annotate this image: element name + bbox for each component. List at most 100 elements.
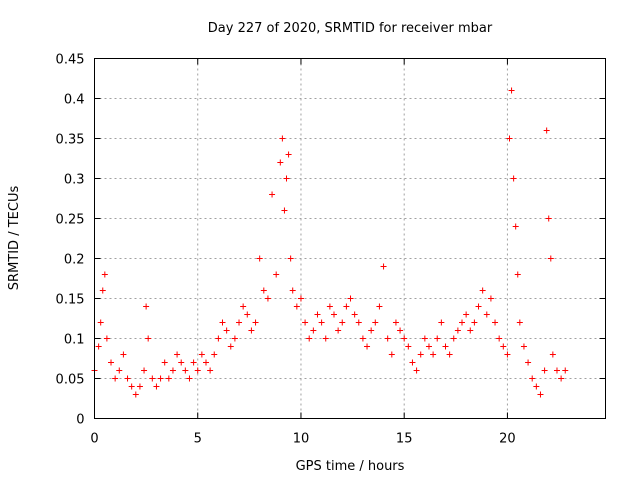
data-point-marker bbox=[355, 319, 362, 326]
data-point-marker bbox=[149, 375, 156, 382]
y-tick-label: 0.35 bbox=[56, 133, 85, 148]
data-point-marker bbox=[306, 335, 313, 342]
data-point-marker bbox=[273, 271, 280, 278]
data-point-marker bbox=[223, 327, 230, 334]
x-tick-label: 5 bbox=[194, 432, 202, 447]
data-point-marker bbox=[376, 303, 383, 310]
data-point-marker bbox=[95, 343, 102, 350]
data-point-marker bbox=[467, 327, 474, 334]
data-point-marker bbox=[182, 367, 189, 374]
data-point-marker bbox=[392, 319, 399, 326]
data-point-marker bbox=[492, 319, 499, 326]
data-point-marker bbox=[169, 367, 176, 374]
data-point-marker bbox=[240, 303, 247, 310]
data-point-marker bbox=[359, 335, 366, 342]
tick-labels: 0 5 10 15 20 0 0.05 0.1 0.15 0.2 0.25 0.3 0.35 0.4 0.4… bbox=[56, 53, 516, 447]
data-point-marker bbox=[293, 303, 300, 310]
data-point-marker bbox=[450, 335, 457, 342]
data-point-marker bbox=[120, 351, 127, 358]
data-point-marker bbox=[442, 343, 449, 350]
data-point-marker bbox=[202, 359, 209, 366]
data-point-marker bbox=[103, 335, 110, 342]
data-point-marker bbox=[372, 319, 379, 326]
data-point-marker bbox=[512, 223, 519, 230]
axis-ticks bbox=[94, 58, 606, 419]
data-point-marker bbox=[380, 263, 387, 270]
data-point-marker bbox=[211, 351, 218, 358]
data-point-marker bbox=[145, 335, 152, 342]
data-point-marker bbox=[141, 367, 148, 374]
data-point-marker bbox=[231, 335, 238, 342]
data-point-marker bbox=[525, 359, 532, 366]
data-point-marker bbox=[508, 87, 515, 94]
y-tick-label: 0 bbox=[76, 413, 84, 428]
data-point-marker bbox=[347, 295, 354, 302]
data-point-marker bbox=[438, 319, 445, 326]
data-point-marker bbox=[318, 319, 325, 326]
data-point-marker bbox=[161, 359, 168, 366]
data-point-marker bbox=[153, 383, 160, 390]
data-point-marker bbox=[401, 335, 408, 342]
data-point-marker bbox=[351, 311, 358, 318]
data-point-marker bbox=[510, 175, 517, 182]
data-point-marker bbox=[101, 271, 108, 278]
x-tick-label: 20 bbox=[499, 432, 516, 447]
data-point-marker bbox=[500, 343, 507, 350]
data-point-marker bbox=[533, 383, 540, 390]
data-point-marker bbox=[264, 295, 271, 302]
y-tick-label: 0.3 bbox=[64, 173, 85, 188]
data-point-marker bbox=[227, 343, 234, 350]
data-point-marker bbox=[487, 295, 494, 302]
data-point-marker bbox=[252, 319, 259, 326]
data-point-marker bbox=[479, 287, 486, 294]
data-point-marker bbox=[283, 175, 290, 182]
data-point-marker bbox=[335, 327, 342, 334]
x-tick-label: 15 bbox=[396, 432, 413, 447]
data-point-marker bbox=[281, 207, 288, 214]
data-point-marker bbox=[112, 375, 119, 382]
data-point-marker bbox=[343, 303, 350, 310]
data-points bbox=[91, 87, 569, 398]
data-point-marker bbox=[322, 335, 329, 342]
data-point-marker bbox=[529, 375, 536, 382]
data-point-marker bbox=[194, 367, 201, 374]
data-point-marker bbox=[116, 367, 123, 374]
data-point-marker bbox=[297, 295, 304, 302]
data-point-marker bbox=[285, 151, 292, 158]
data-point-marker bbox=[310, 327, 317, 334]
data-point-marker bbox=[364, 343, 371, 350]
data-point-marker bbox=[124, 375, 131, 382]
data-point-marker bbox=[454, 327, 461, 334]
data-point-marker bbox=[287, 255, 294, 262]
y-tick-label: 0.15 bbox=[56, 293, 85, 308]
data-point-marker bbox=[219, 319, 226, 326]
data-point-marker bbox=[446, 351, 453, 358]
data-point-marker bbox=[368, 327, 375, 334]
data-point-marker bbox=[190, 359, 197, 366]
data-point-marker bbox=[405, 343, 412, 350]
x-tick-label: 10 bbox=[293, 432, 310, 447]
data-point-marker bbox=[136, 383, 143, 390]
data-point-marker bbox=[463, 311, 470, 318]
data-point-marker bbox=[553, 367, 560, 374]
data-point-marker bbox=[99, 287, 106, 294]
data-point-marker bbox=[178, 359, 185, 366]
data-point-marker bbox=[430, 351, 437, 358]
data-point-marker bbox=[260, 287, 267, 294]
data-point-marker bbox=[279, 135, 286, 142]
data-point-marker bbox=[417, 351, 424, 358]
data-point-marker bbox=[248, 327, 255, 334]
data-point-marker bbox=[132, 391, 139, 398]
data-point-marker bbox=[215, 335, 222, 342]
x-tick-label: 0 bbox=[90, 432, 98, 447]
data-point-marker bbox=[198, 351, 205, 358]
data-point-marker bbox=[421, 335, 428, 342]
data-point-marker bbox=[483, 311, 490, 318]
data-point-marker bbox=[496, 335, 503, 342]
data-point-marker bbox=[128, 383, 135, 390]
data-point-marker bbox=[326, 303, 333, 310]
data-point-marker bbox=[506, 135, 513, 142]
data-point-marker bbox=[543, 127, 550, 134]
data-point-marker bbox=[302, 319, 309, 326]
data-point-marker bbox=[413, 367, 420, 374]
